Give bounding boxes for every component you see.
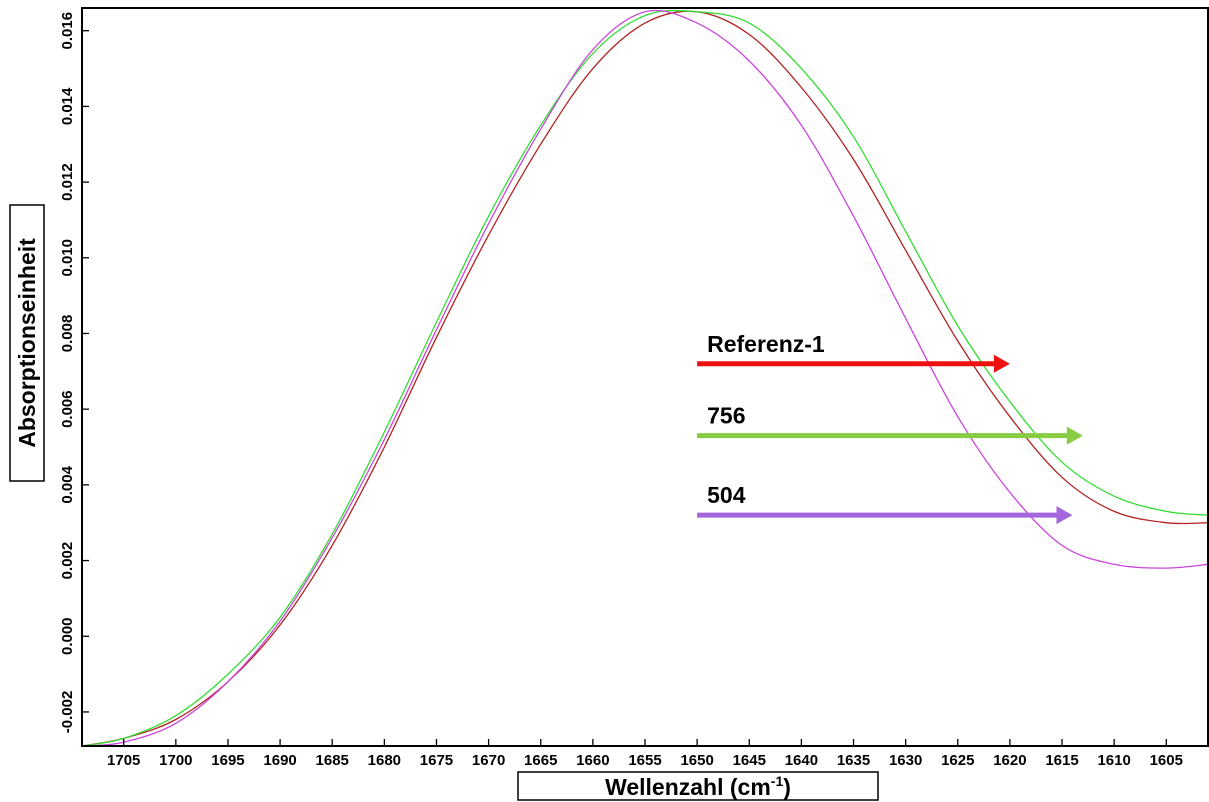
annotations-layer: Referenz-1 756 504 bbox=[697, 331, 1083, 525]
series-line-756 bbox=[81, 9, 1209, 747]
x-tick-label: 1620 bbox=[993, 752, 1026, 769]
y-tick-label: 0.000 bbox=[59, 617, 76, 655]
x-axis-title-close: ) bbox=[783, 774, 791, 800]
series-line-referenz-1 bbox=[81, 10, 1209, 747]
x-tick-label: 1605 bbox=[1150, 752, 1183, 769]
plot-frame bbox=[81, 7, 1209, 747]
x-tick-label: 1615 bbox=[1045, 752, 1078, 769]
y-tick-label: 0.014 bbox=[59, 87, 76, 125]
y-tick-label: 0.004 bbox=[59, 465, 76, 503]
x-tick-label: 1665 bbox=[524, 752, 557, 769]
y-tick-label: 0.006 bbox=[59, 390, 76, 428]
y-tick-label: 0.016 bbox=[59, 12, 76, 50]
x-tick-label: 1680 bbox=[368, 752, 401, 769]
y-axis-title: Absorptionseinheit bbox=[14, 238, 40, 448]
x-tick-label: 1705 bbox=[107, 752, 140, 769]
x-axis: 1705 1700 1695 1690 1685 1680 1675 1670 1665 1660… bbox=[107, 739, 1183, 769]
y-tick-label: 0.010 bbox=[59, 239, 76, 277]
y-tick-label: 0.008 bbox=[59, 315, 76, 353]
x-axis-title-superscript: -1 bbox=[771, 773, 784, 789]
x-tick-label: 1685 bbox=[316, 752, 349, 769]
annotation-label-504: 504 bbox=[707, 482, 746, 508]
x-tick-label: 1645 bbox=[733, 752, 766, 769]
arrowhead-756 bbox=[1066, 426, 1083, 445]
y-tick-label: 0.002 bbox=[59, 542, 76, 580]
curves-layer bbox=[81, 9, 1209, 747]
annotation-label-referenz-1: Referenz-1 bbox=[707, 331, 825, 357]
x-tick-label: 1660 bbox=[576, 752, 609, 769]
x-axis-title-box bbox=[517, 771, 879, 801]
x-tick-label: 1675 bbox=[420, 752, 453, 769]
x-tick-label: 1695 bbox=[211, 752, 244, 769]
series-line-504 bbox=[81, 9, 1209, 747]
y-axis: -0.002 0.000 0.002 0.004 0.006 0.008 0.010 0.01… bbox=[59, 12, 89, 733]
x-tick-label: 1610 bbox=[1097, 752, 1130, 769]
y-axis-title-box bbox=[9, 204, 45, 482]
x-tick-label: 1635 bbox=[837, 752, 870, 769]
arrowhead-504 bbox=[1056, 506, 1073, 525]
x-tick-label: 1640 bbox=[785, 752, 818, 769]
annotation-label-756: 756 bbox=[707, 403, 745, 429]
x-tick-label: 1650 bbox=[680, 752, 713, 769]
y-tick-label: 0.012 bbox=[59, 163, 76, 201]
x-tick-label: 1625 bbox=[941, 752, 974, 769]
x-tick-label: 1700 bbox=[159, 752, 192, 769]
x-tick-label: 1670 bbox=[472, 752, 505, 769]
y-tick-label: -0.002 bbox=[59, 691, 76, 734]
x-tick-label: 1690 bbox=[263, 752, 296, 769]
x-tick-label: 1630 bbox=[889, 752, 922, 769]
x-axis-title-main: Wellenzahl (cm bbox=[605, 774, 771, 800]
arrowhead-referenz-1 bbox=[993, 354, 1010, 373]
x-axis-title: Wellenzahl (cm-1) bbox=[605, 773, 791, 800]
x-tick-label: 1655 bbox=[628, 752, 661, 769]
